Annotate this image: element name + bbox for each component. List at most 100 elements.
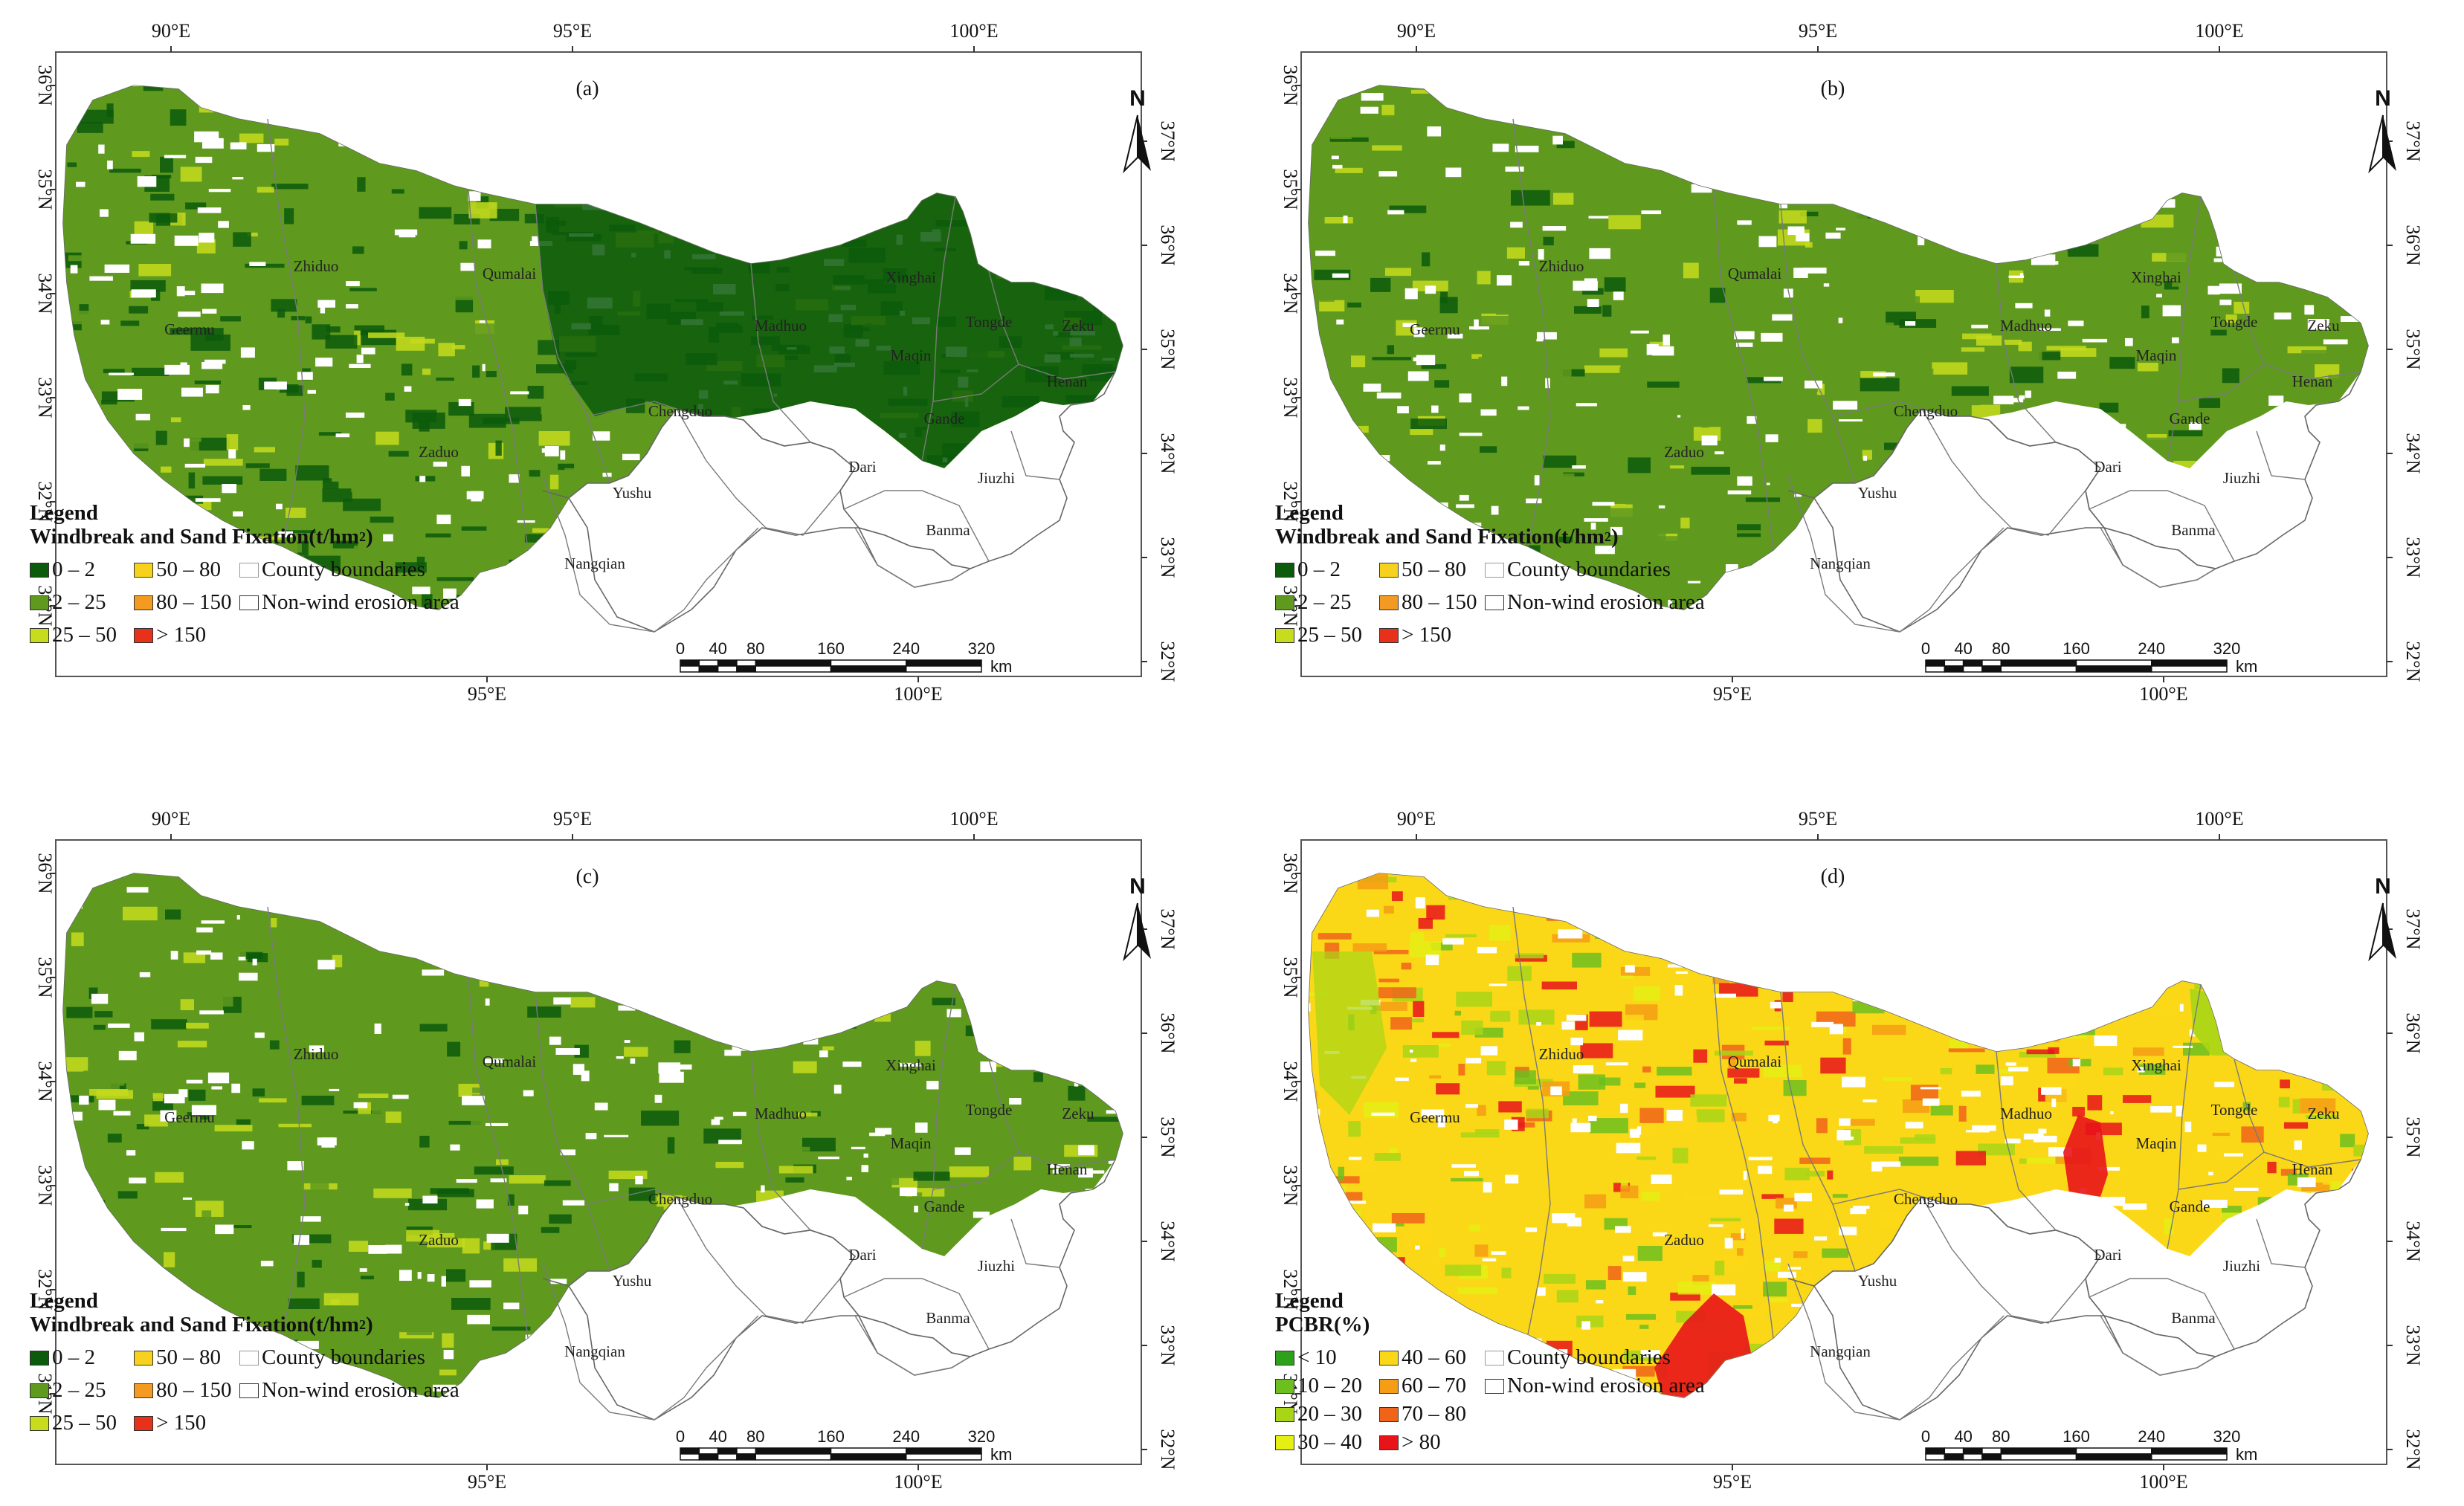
lat-tick-left: 35°N bbox=[1280, 169, 1301, 210]
county-boundary bbox=[750, 263, 811, 443]
county-boundary bbox=[1713, 977, 1774, 1339]
legend: Legend Windbreak and Sand Fixation(t/hm 2)… bbox=[1275, 501, 1840, 673]
county-label: Geermu bbox=[164, 320, 215, 338]
legend-class: 30 – 40 bbox=[1275, 1430, 1362, 1455]
study-area bbox=[62, 873, 1123, 1421]
county-boundary bbox=[468, 189, 529, 551]
county-label: Xinghai bbox=[886, 1056, 936, 1074]
svg-text:240: 240 bbox=[2138, 1427, 2165, 1446]
county-label: Banma bbox=[2171, 521, 2216, 539]
svg-text:40: 40 bbox=[709, 639, 726, 658]
legend-class: 25 – 50 bbox=[30, 1411, 117, 1435]
lat-tick-right: 37°N bbox=[1157, 120, 1178, 161]
county-label: Zaduo bbox=[1664, 1231, 1704, 1249]
county-boundary bbox=[2089, 1278, 2235, 1350]
county-boundary bbox=[542, 475, 759, 633]
county-label: Chengduo bbox=[648, 402, 712, 420]
southern-counties bbox=[1787, 408, 2218, 633]
legend-class: 2 – 25 bbox=[30, 590, 106, 615]
legend-class-label: 70 – 80 bbox=[1402, 1402, 1466, 1426]
county-label: Yushu bbox=[613, 484, 652, 502]
county-label: Gande bbox=[924, 410, 965, 427]
legend-class-label: > 150 bbox=[156, 1411, 207, 1435]
svg-text:km: km bbox=[2236, 1445, 2257, 1464]
legend-swatch bbox=[134, 1350, 153, 1366]
southern-counties bbox=[542, 1196, 973, 1421]
legend-swatch bbox=[134, 1415, 153, 1431]
lon-tick-bottom: 100°E bbox=[894, 683, 942, 705]
lat-tick-right: 35°N bbox=[2402, 329, 2424, 369]
county-label: Zhiduo bbox=[1539, 257, 1584, 275]
county-boundary bbox=[676, 1196, 841, 1324]
lat-tick-left: 34°N bbox=[34, 1061, 56, 1102]
svg-text:160: 160 bbox=[2063, 639, 2090, 658]
svg-text:160: 160 bbox=[2063, 1427, 2090, 1446]
county-boundary bbox=[921, 984, 956, 1250]
svg-text:40: 40 bbox=[1954, 639, 1972, 658]
legend-non-wind: Non-wind erosion area bbox=[1485, 590, 1705, 615]
lat-tick-left: 35°N bbox=[1280, 957, 1301, 998]
county-label: Qumalai bbox=[1728, 1053, 1781, 1070]
svg-text:0: 0 bbox=[676, 639, 685, 658]
county-label: Geermu bbox=[1410, 320, 1460, 338]
legend-swatch bbox=[1379, 1350, 1399, 1366]
lon-tick-bottom: 100°E bbox=[2139, 683, 2187, 705]
lon-tick-bottom: 95°E bbox=[1713, 1471, 1752, 1493]
map-panel: 90°E 95°E 100°E 95°E 100°E 36°N 35°N 34°N 33°N 32… bbox=[1268, 803, 2464, 1502]
legend-class-label: 25 – 50 bbox=[52, 623, 117, 647]
legend-class-label: 0 – 2 bbox=[52, 558, 95, 581]
county-boundary bbox=[2256, 430, 2306, 480]
southern-counties bbox=[1787, 1196, 2218, 1421]
county-boundary bbox=[932, 1151, 1019, 1190]
county-label: Xinghai bbox=[886, 268, 936, 286]
county-label: Zaduo bbox=[1664, 443, 1704, 461]
legend-class-label: 80 – 150 bbox=[1402, 590, 1477, 614]
county-label: Tongde bbox=[2211, 313, 2258, 331]
legend-swatch bbox=[30, 627, 49, 643]
lon-tick-bottom: 100°E bbox=[894, 1471, 942, 1493]
map-panel: 90°E 95°E 100°E 95°E 100°E 36°N 35°N 34°N 33°N 32… bbox=[1268, 15, 2464, 714]
legend-class-label: 20 – 30 bbox=[1297, 1402, 1362, 1426]
svg-text:80: 80 bbox=[1992, 1427, 2010, 1446]
lon-tick-bottom: 95°E bbox=[468, 1471, 506, 1493]
lat-tick-right: 37°N bbox=[2402, 908, 2424, 949]
legend-class: > 150 bbox=[134, 1411, 207, 1435]
county-boundary bbox=[1713, 189, 1774, 551]
north-arrow-icon: N bbox=[2368, 874, 2396, 962]
legend-swatch bbox=[1275, 562, 1294, 578]
county-label: Maqin bbox=[2136, 346, 2177, 364]
lon-tick-top: 100°E bbox=[2195, 20, 2243, 42]
legend-class-label: 25 – 50 bbox=[52, 1411, 117, 1435]
county-label: Banma bbox=[926, 521, 970, 539]
county-boundary bbox=[542, 1263, 759, 1421]
lat-tick-right: 36°N bbox=[1157, 1012, 1178, 1053]
county-boundary bbox=[2256, 1218, 2306, 1268]
legend-swatch bbox=[1379, 562, 1399, 578]
county-boundary bbox=[535, 204, 610, 484]
county-label: Dari bbox=[2094, 1246, 2121, 1264]
legend-swatch bbox=[1275, 627, 1294, 643]
county-label: Zeku bbox=[1062, 317, 1094, 335]
map-frame bbox=[1300, 51, 2387, 677]
legend-class: 50 – 80 bbox=[134, 1345, 221, 1370]
legend-class: > 80 bbox=[1379, 1430, 1441, 1455]
county-label: Jiuzhi bbox=[978, 469, 1015, 487]
county-boundary bbox=[1787, 475, 2005, 633]
legend-subtitle: PCBR(%) bbox=[1275, 1313, 1370, 1337]
legend-class: 80 – 150 bbox=[134, 1378, 232, 1403]
county-label: Geermu bbox=[164, 1108, 215, 1126]
legend-swatch bbox=[1379, 1378, 1399, 1394]
county-label: Zaduo bbox=[419, 1231, 459, 1249]
lat-tick-left: 32°N bbox=[1280, 481, 1301, 522]
lat-tick-left: 33°N bbox=[34, 377, 56, 418]
lat-tick-right: 35°N bbox=[1157, 1116, 1178, 1157]
county-boundary bbox=[587, 401, 677, 417]
legend-swatch bbox=[1379, 627, 1399, 643]
legend-class-label: 80 – 150 bbox=[156, 1378, 232, 1402]
county-label: Qumalai bbox=[483, 1053, 536, 1070]
svg-text:km: km bbox=[2236, 657, 2257, 676]
svg-text:160: 160 bbox=[817, 1427, 845, 1446]
lon-tick-bottom: 100°E bbox=[2139, 1471, 2187, 1493]
legend-class: > 150 bbox=[1379, 623, 1451, 647]
north-arrow-icon: N bbox=[1123, 86, 1151, 174]
